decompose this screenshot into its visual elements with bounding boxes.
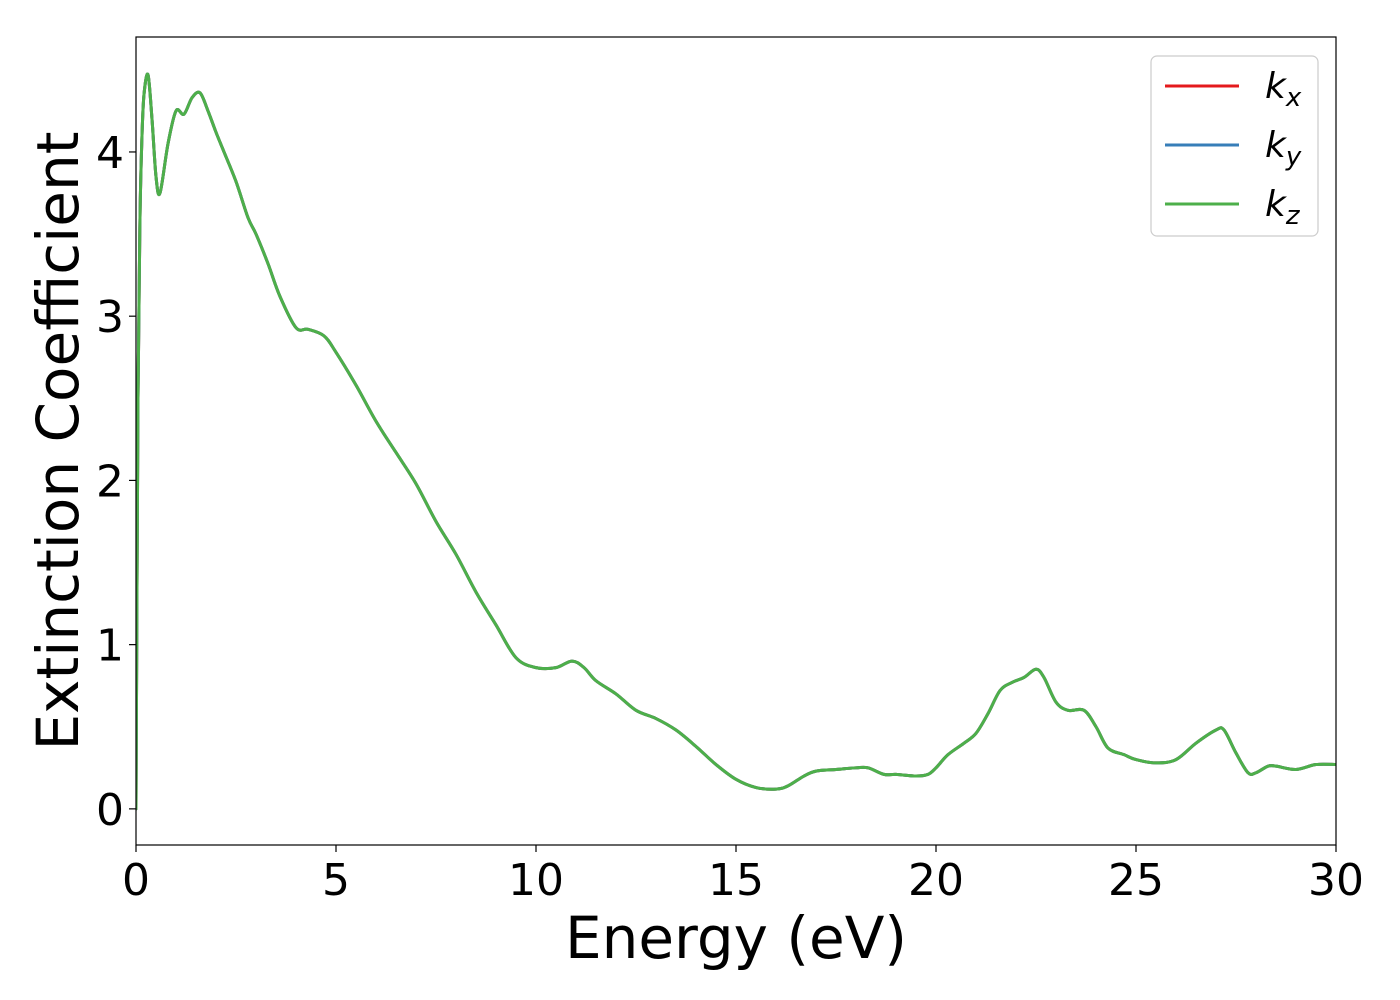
y-axis-title: Extinction Coefficient (24, 132, 92, 751)
y-tick-label: 1 (96, 621, 124, 672)
legend-label-kx: kx (1265, 66, 1302, 113)
y-tick-label: 0 (96, 785, 124, 836)
x-tick-label: 15 (708, 855, 764, 906)
x-tick-label: 30 (1308, 855, 1364, 906)
y-tick-label: 2 (96, 456, 124, 507)
y-axis: 0 1 2 3 4 (96, 128, 136, 836)
y-tick-label: 3 (96, 292, 124, 343)
x-tick-label: 25 (1108, 855, 1164, 906)
legend-label-ky: ky (1265, 125, 1302, 172)
series-line-kz (136, 72, 1336, 811)
x-tick-label: 5 (322, 855, 350, 906)
x-tick-label: 10 (508, 855, 564, 906)
x-tick-label: 20 (908, 855, 964, 906)
series-layer (136, 72, 1336, 811)
x-tick-label: 0 (122, 855, 150, 906)
x-axis: 0 5 10 15 20 25 30 (122, 845, 1364, 906)
y-tick-label: 4 (96, 128, 124, 179)
x-axis-title: Energy (eV) (565, 904, 907, 972)
